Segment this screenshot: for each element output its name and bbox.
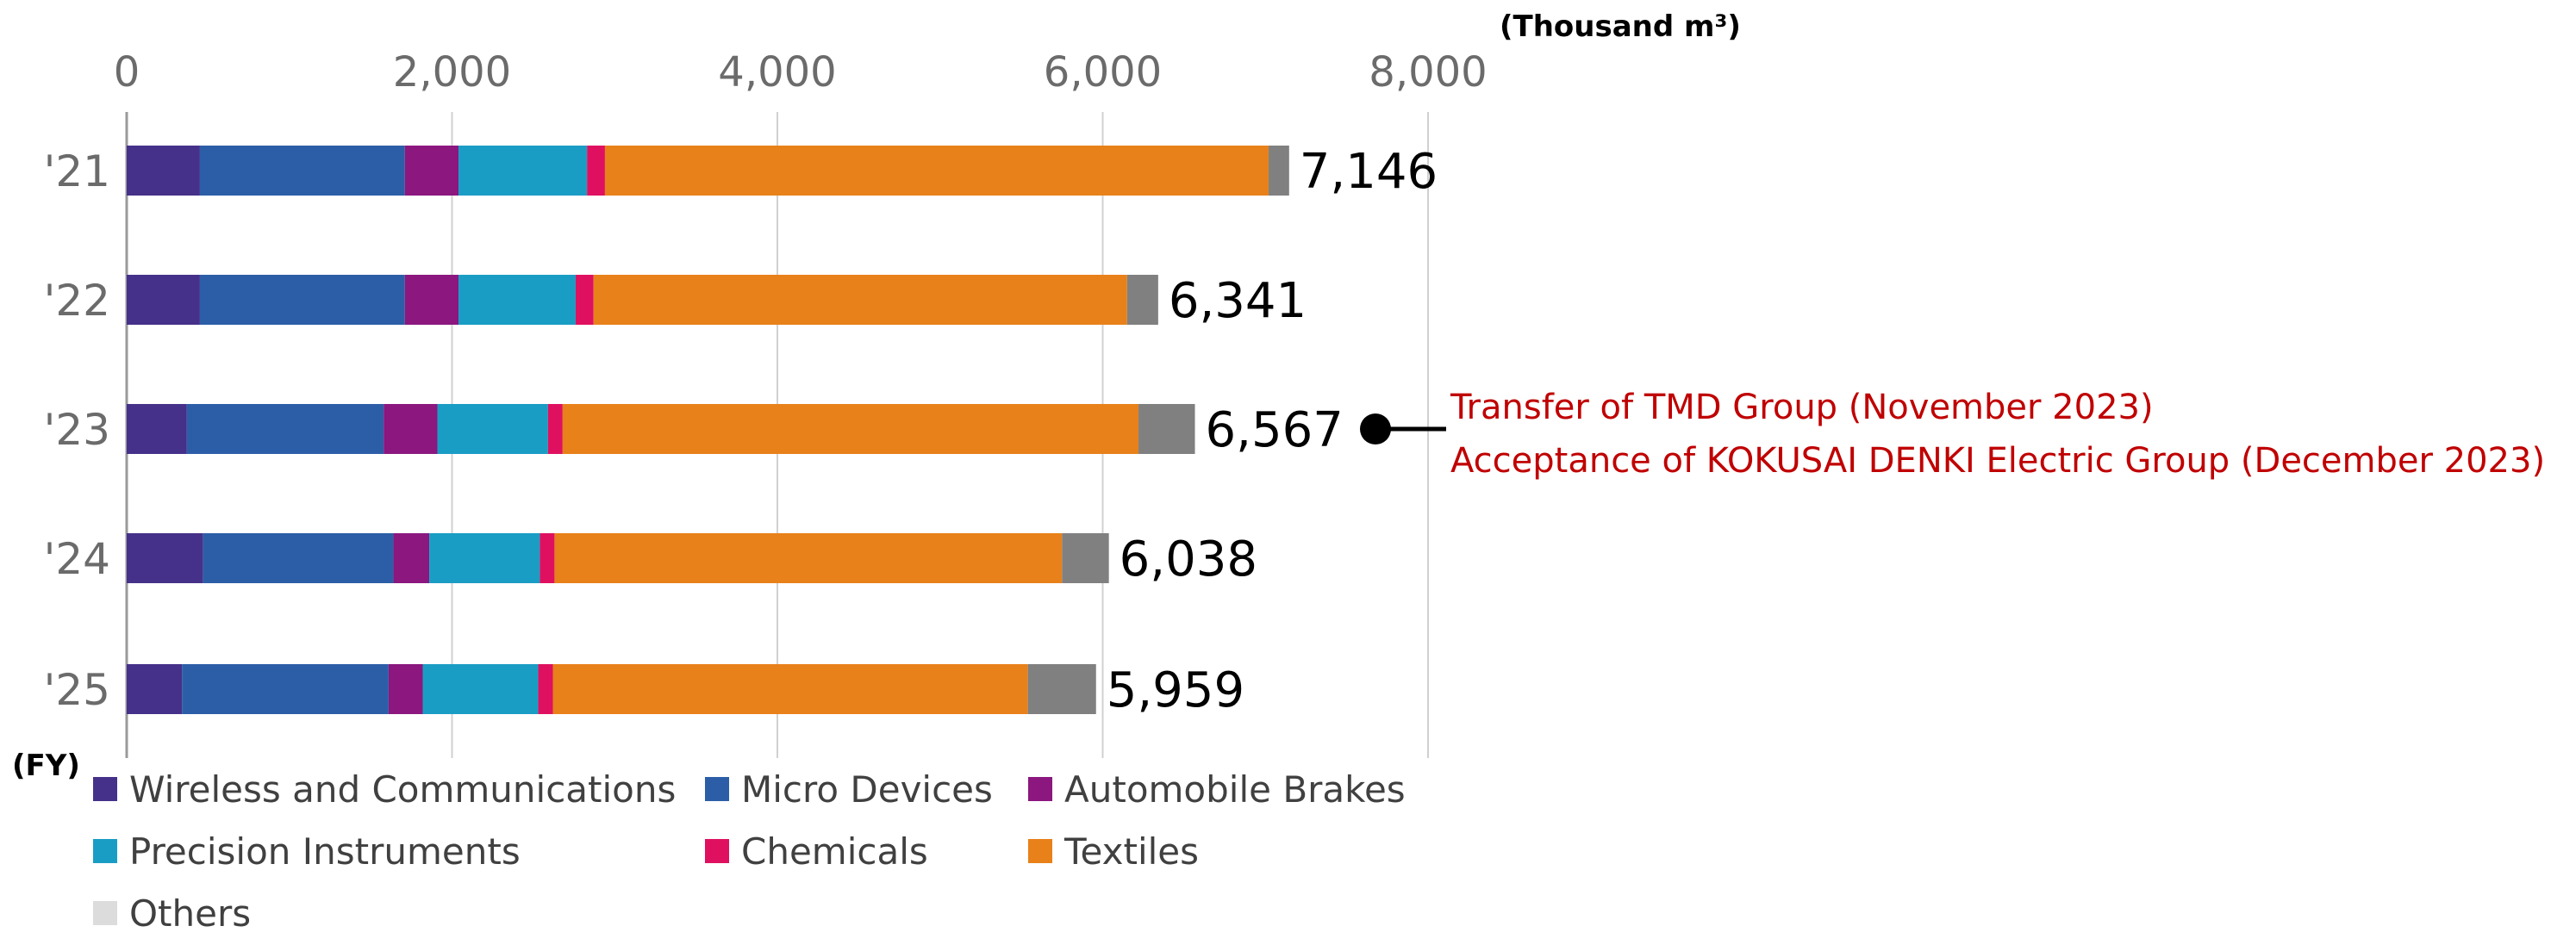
legend-label-precision-instruments: Precision Instruments bbox=[129, 830, 521, 873]
annotation-line-1: Transfer of TMD Group (November 2023) bbox=[1450, 388, 2154, 427]
bar-precision-instruments-3 bbox=[429, 533, 540, 583]
legend-label-chemicals: Chemicals bbox=[741, 830, 928, 873]
bar-textiles-4 bbox=[552, 664, 1028, 714]
total-label: 7,146 bbox=[1300, 144, 1438, 200]
bar-chemicals-4 bbox=[538, 664, 553, 714]
bar-others-0 bbox=[1269, 146, 1289, 196]
x-tick-label: 4,000 bbox=[718, 48, 836, 96]
bar-precision-instruments-2 bbox=[437, 404, 548, 454]
total-label: 6,038 bbox=[1120, 531, 1257, 587]
bar-textiles-2 bbox=[562, 404, 1139, 454]
x-tick-label: 0 bbox=[114, 48, 140, 96]
x-axis-ticks: 0 2,000 4,000 6,000 8,000 bbox=[114, 48, 1488, 96]
total-label: 6,341 bbox=[1169, 273, 1307, 329]
bar-wireless-and-communications-2 bbox=[127, 404, 187, 454]
y-tick-label: '23 bbox=[44, 405, 110, 455]
x-tick-label: 8,000 bbox=[1369, 48, 1487, 96]
bar-micro-devices-2 bbox=[186, 404, 384, 454]
annotation: Transfer of TMD Group (November 2023) Acc… bbox=[1360, 388, 2545, 481]
legend-swatch-chemicals bbox=[705, 839, 729, 863]
bar-automobile-brakes-4 bbox=[388, 664, 423, 714]
x-tick-label: 2,000 bbox=[393, 48, 511, 96]
bar-wireless-and-communications-0 bbox=[127, 146, 200, 196]
bars bbox=[127, 146, 1289, 714]
bar-precision-instruments-0 bbox=[458, 146, 588, 196]
bar-wireless-and-communications-1 bbox=[127, 275, 200, 325]
legend-swatch-automobile-brakes bbox=[1028, 777, 1052, 801]
bar-chemicals-3 bbox=[540, 533, 555, 583]
legend-swatch-wireless-and-communications bbox=[93, 777, 117, 801]
bar-chemicals-2 bbox=[547, 404, 563, 454]
bar-wireless-and-communications-4 bbox=[127, 664, 183, 714]
legend-swatch-textiles bbox=[1028, 839, 1052, 863]
bar-micro-devices-4 bbox=[182, 664, 389, 714]
annotation-line-2: Acceptance of KOKUSAI DENKI Electric Gro… bbox=[1450, 441, 2545, 481]
legend: Wireless and Communications Micro Devices… bbox=[93, 768, 1406, 935]
bar-automobile-brakes-0 bbox=[404, 146, 459, 196]
legend-label-micro-devices: Micro Devices bbox=[741, 768, 993, 811]
legend-label-automobile-brakes: Automobile Brakes bbox=[1064, 768, 1406, 811]
total-label: 5,959 bbox=[1107, 662, 1244, 718]
bar-others-1 bbox=[1126, 275, 1158, 325]
bar-automobile-brakes-3 bbox=[393, 533, 430, 583]
legend-label-textiles: Textiles bbox=[1063, 830, 1199, 873]
legend-swatch-others bbox=[93, 901, 117, 925]
bar-textiles-1 bbox=[593, 275, 1127, 325]
bar-textiles-0 bbox=[604, 146, 1269, 196]
legend-swatch-micro-devices bbox=[705, 777, 729, 801]
bar-precision-instruments-4 bbox=[422, 664, 539, 714]
bar-micro-devices-1 bbox=[199, 275, 405, 325]
y-tick-label: '21 bbox=[44, 146, 110, 196]
bar-micro-devices-0 bbox=[199, 146, 405, 196]
bar-wireless-and-communications-3 bbox=[127, 533, 203, 583]
legend-label-wireless-and-communications: Wireless and Communications bbox=[129, 768, 676, 811]
bar-chemicals-1 bbox=[575, 275, 594, 325]
bar-textiles-3 bbox=[554, 533, 1063, 583]
y-tick-label: '22 bbox=[44, 276, 110, 326]
bar-others-2 bbox=[1138, 404, 1195, 454]
y-tick-label: '24 bbox=[44, 534, 110, 584]
legend-label-others: Others bbox=[129, 892, 251, 935]
bar-others-3 bbox=[1062, 533, 1109, 583]
total-labels: 7,146 6,341 6,567 6,038 5,959 bbox=[1107, 144, 1438, 718]
y-axis-label: (FY) bbox=[12, 749, 80, 783]
bar-chemicals-0 bbox=[587, 146, 605, 196]
y-axis-ticks: '21 '22 '23 '24 '25 bbox=[44, 146, 110, 715]
bar-automobile-brakes-1 bbox=[404, 275, 459, 325]
legend-swatch-precision-instruments bbox=[93, 839, 117, 863]
x-axis-unit-label: (Thousand m³) bbox=[1500, 9, 1741, 44]
bar-precision-instruments-1 bbox=[458, 275, 576, 325]
y-tick-label: '25 bbox=[44, 665, 110, 715]
x-tick-label: 6,000 bbox=[1044, 48, 1162, 96]
bar-others-4 bbox=[1027, 664, 1096, 714]
total-label: 6,567 bbox=[1206, 402, 1344, 458]
bar-micro-devices-3 bbox=[203, 533, 394, 583]
bar-automobile-brakes-2 bbox=[384, 404, 438, 454]
